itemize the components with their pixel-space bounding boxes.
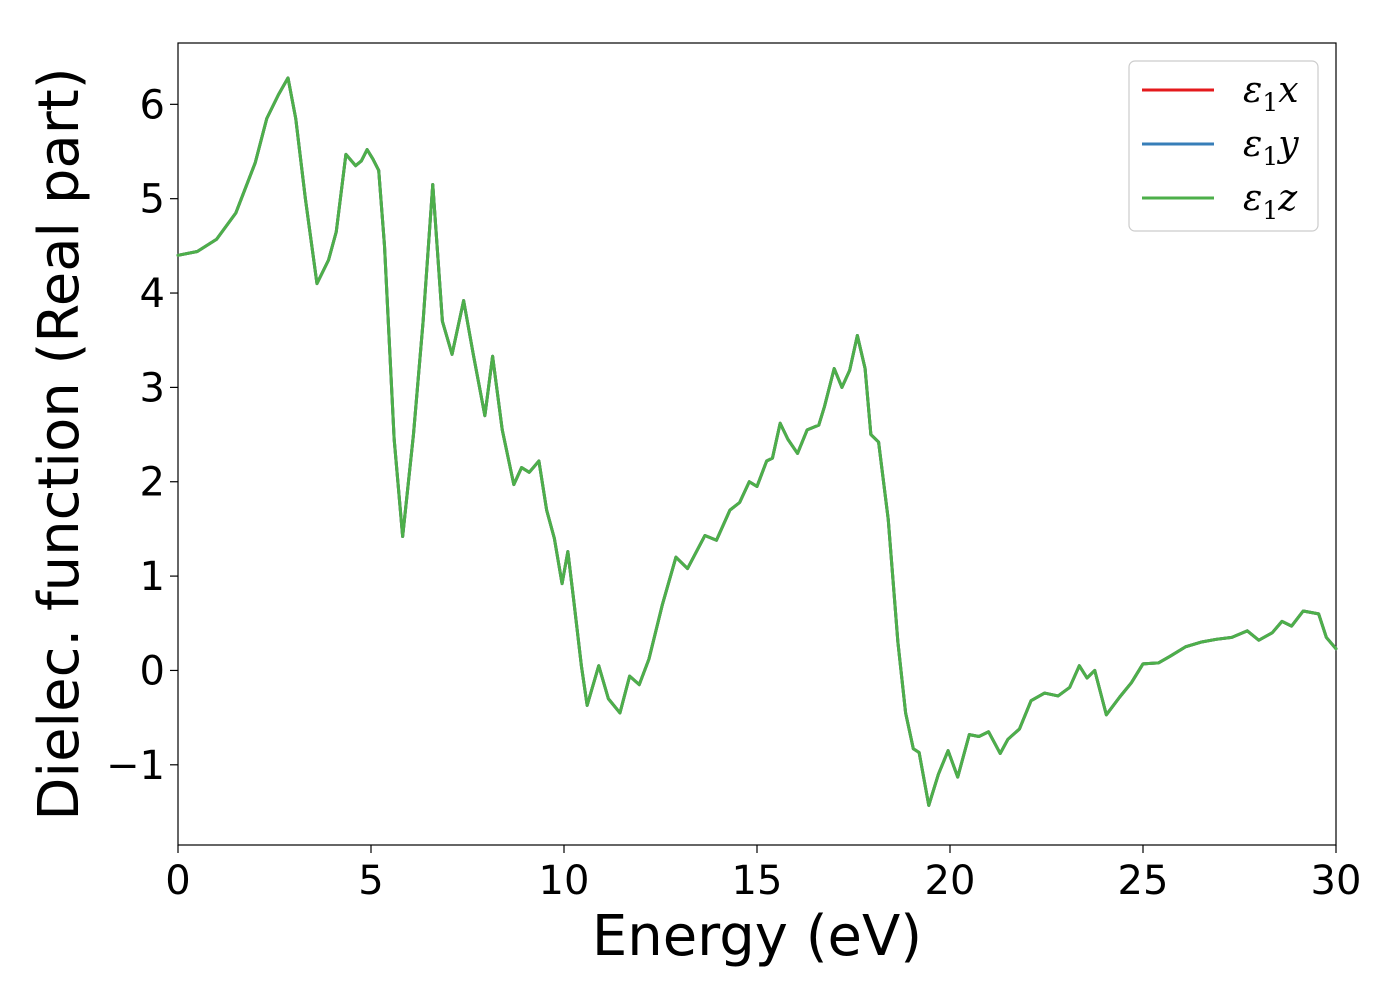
legend-frame bbox=[1128, 60, 1319, 232]
x-axis-label: Energy (eV) bbox=[592, 904, 922, 969]
y-tick-label: −1 bbox=[106, 743, 165, 789]
y-axis-label: Dielec. function (Real part) bbox=[27, 67, 92, 820]
y-tick-label: 3 bbox=[140, 365, 165, 411]
x-tick-label: 20 bbox=[925, 858, 976, 904]
legend-label-x: ε1x bbox=[1243, 70, 1299, 117]
legend-label-y: ε1y bbox=[1243, 124, 1299, 171]
x-tick-label: 10 bbox=[539, 858, 590, 904]
legend: ε1x ε1y ε1z bbox=[1128, 60, 1319, 232]
y-axis-ticks: −1 0 1 2 3 4 5 6 bbox=[106, 82, 178, 789]
x-axis-ticks: 0 5 10 15 20 25 30 bbox=[165, 845, 1361, 904]
y-tick-label: 5 bbox=[140, 177, 165, 223]
legend-label-z: ε1z bbox=[1243, 178, 1298, 225]
y-tick-label: 2 bbox=[140, 460, 165, 506]
x-tick-label: 30 bbox=[1311, 858, 1362, 904]
x-tick-label: 0 bbox=[165, 858, 190, 904]
y-tick-label: 1 bbox=[140, 554, 165, 600]
x-tick-label: 25 bbox=[1118, 858, 1169, 904]
y-tick-label: 4 bbox=[140, 271, 165, 317]
y-tick-label: 0 bbox=[140, 648, 165, 694]
y-tick-label: 6 bbox=[140, 82, 165, 128]
x-tick-label: 5 bbox=[358, 858, 383, 904]
series-line-z bbox=[176, 76, 1338, 807]
series-layer bbox=[176, 76, 1338, 807]
x-tick-label: 15 bbox=[732, 858, 783, 904]
